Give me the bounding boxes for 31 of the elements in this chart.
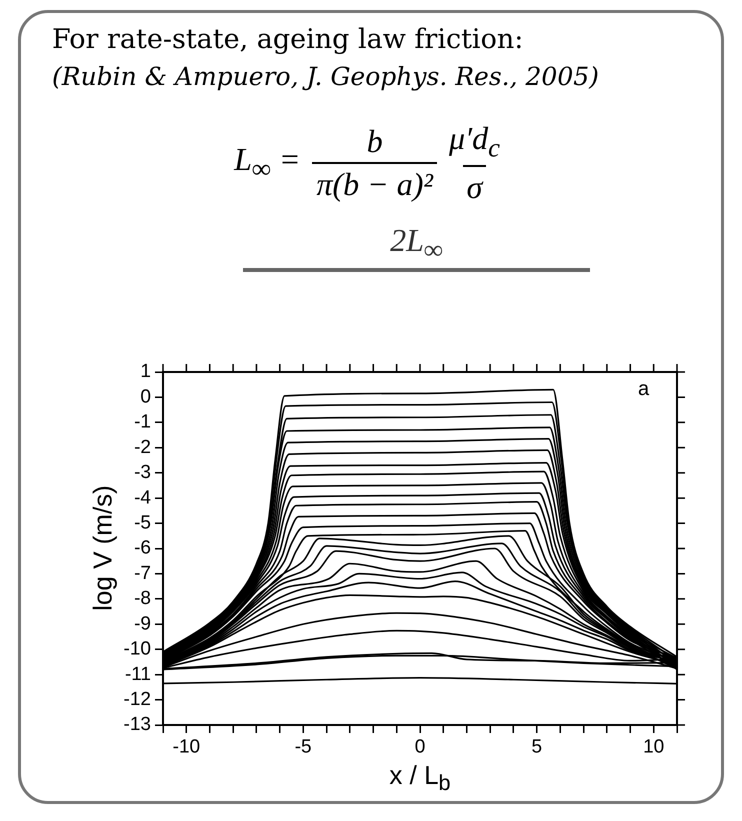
y-tick-label: -12 <box>124 689 151 710</box>
y-tick-label: 1 <box>140 361 151 382</box>
y-tick-label: -2 <box>134 436 151 458</box>
y-tick-label: -10 <box>124 638 151 660</box>
y-tick-label: -5 <box>134 512 151 534</box>
x-tick-label: -10 <box>172 736 200 758</box>
text: μ′d$_{c}$ <box>448 120 501 164</box>
x-tick-label: 5 <box>532 736 542 758</box>
y-tick-label: -3 <box>134 462 151 484</box>
x-tick-label: -5 <box>294 736 312 758</box>
chart-subtitle: (Rubin & Ampuero, J. Geophys. Res., 2005) <box>52 62 599 91</box>
y-tick-label: -9 <box>134 613 151 634</box>
y-tick-label: -1 <box>134 412 151 433</box>
y-tick-label: -4 <box>134 487 152 508</box>
x-axis-title: x / L$_{b}$ <box>389 760 451 796</box>
text: π(b − a)² <box>312 162 438 204</box>
y-tick-label: -11 <box>124 664 151 685</box>
y-tick-label: -6 <box>134 538 151 559</box>
text: b <box>366 123 384 162</box>
annotation: a <box>638 378 650 400</box>
x-tick-label: 10 <box>643 736 664 758</box>
text: L$_{∞}$ = <box>234 141 300 184</box>
x-tick-label: 0 <box>414 736 426 758</box>
y-tick-label: 0 <box>140 386 151 408</box>
y-tick-label: -7 <box>134 562 151 584</box>
text: 2L$_{∞}$ <box>390 222 443 264</box>
y-tick-label: -13 <box>124 714 151 736</box>
y-axis-title: log V (m/s) <box>88 485 118 611</box>
y-tick-label: -8 <box>134 588 151 610</box>
chart-title: For rate-state, ageing law friction: <box>52 24 524 55</box>
text: σ <box>462 165 486 206</box>
